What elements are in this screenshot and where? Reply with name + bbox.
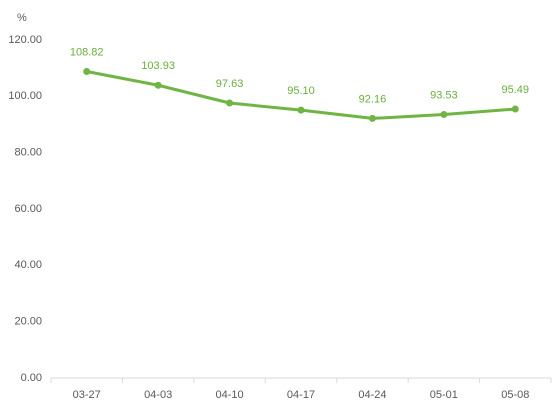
y-tick-label: 80.00: [14, 147, 42, 159]
point: [511, 105, 519, 113]
value-label: 93.53: [430, 89, 458, 101]
value-label: 95.49: [502, 84, 530, 96]
y-tick-label: 100.00: [8, 90, 42, 102]
y-tick-label: 120.00: [8, 34, 42, 46]
x-tick-label: 04-24: [358, 389, 386, 401]
value-label: 92.16: [359, 93, 387, 105]
x-tick-label: 04-10: [216, 389, 244, 401]
y-tick-label: 60.00: [14, 203, 42, 215]
y-unit: %: [17, 12, 27, 24]
point: [440, 111, 448, 119]
x-tick-label: 04-17: [287, 389, 315, 401]
value-label: 95.10: [287, 85, 315, 97]
x-tick-label: 05-08: [501, 389, 529, 401]
y-tick-label: 40.00: [14, 259, 42, 271]
y-tick-label: 20.00: [14, 316, 42, 328]
x-tick-label: 03-27: [73, 389, 101, 401]
point: [154, 81, 162, 89]
point: [83, 67, 91, 75]
value-label: 103.93: [141, 60, 175, 72]
value-label: 97.63: [216, 78, 244, 90]
point: [368, 114, 376, 122]
point: [226, 99, 234, 107]
point: [297, 106, 305, 114]
value-label: 108.82: [70, 46, 104, 58]
x-tick-label: 04-03: [144, 389, 172, 401]
x-tick-label: 05-01: [430, 389, 458, 401]
y-tick-label: 0.00: [21, 372, 42, 384]
